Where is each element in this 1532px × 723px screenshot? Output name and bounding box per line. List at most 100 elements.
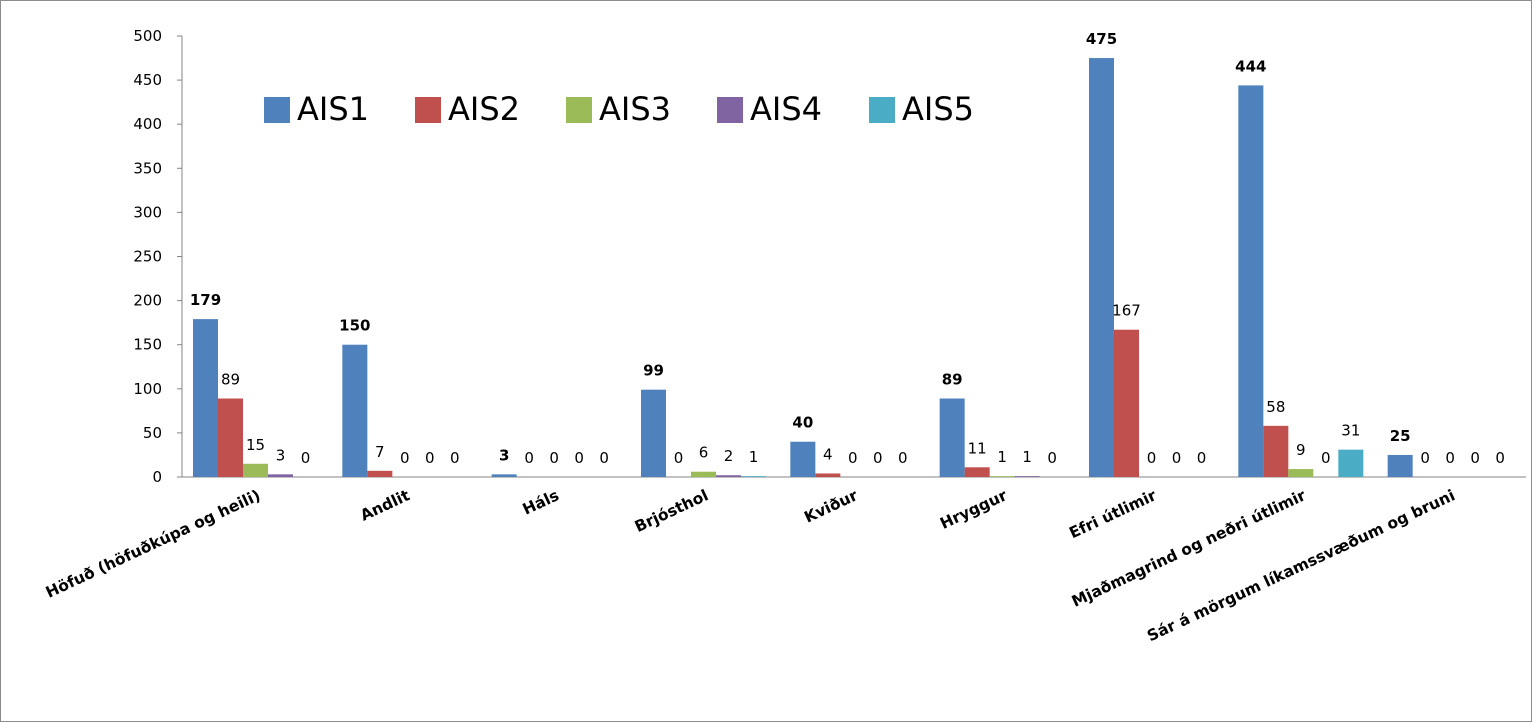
data-label: 0 xyxy=(1420,449,1430,467)
y-tick-label: 250 xyxy=(133,248,162,266)
bar-ais2 xyxy=(815,473,841,477)
data-label: 1 xyxy=(1022,448,1032,466)
data-label: 475 xyxy=(1086,30,1117,48)
data-label: 2 xyxy=(724,447,734,465)
y-tick-label: 450 xyxy=(133,71,162,89)
data-label: 1 xyxy=(997,448,1007,466)
bar-ais2 xyxy=(218,398,243,477)
data-label: 179 xyxy=(190,291,221,309)
data-label: 0 xyxy=(1172,449,1182,467)
data-label: 1 xyxy=(749,448,759,466)
bar-ais5 xyxy=(741,476,766,477)
y-axis-ticks: 0 50 100 150 200 250 300 350 400 450 500 xyxy=(133,27,182,486)
data-label: 9 xyxy=(1296,441,1306,459)
bar-ais1 xyxy=(790,441,816,477)
bar-ais4 xyxy=(716,475,741,477)
bar-ais3 xyxy=(989,476,1015,477)
category-label: Kviður xyxy=(801,486,860,526)
bar-ais2 xyxy=(1114,329,1139,477)
legend: AIS1 AIS2 AIS3 AIS4 AIS5 xyxy=(264,90,974,128)
data-label: 0 xyxy=(848,449,858,467)
bar-ais1 xyxy=(1238,85,1264,477)
y-tick-label: 0 xyxy=(152,468,162,486)
bar-ais1 xyxy=(193,319,218,477)
bar-ais1 xyxy=(491,474,517,477)
legend-swatch-ais1 xyxy=(264,97,290,123)
data-label: 0 xyxy=(1197,449,1207,467)
legend-label-ais1: AIS1 xyxy=(297,90,369,128)
bars xyxy=(193,58,1413,478)
data-label: 0 xyxy=(400,449,410,467)
bar-ais2 xyxy=(367,470,393,477)
bar-ais1 xyxy=(1089,58,1114,478)
data-label: 3 xyxy=(276,446,286,464)
data-label: 0 xyxy=(674,449,684,467)
category-labels: Höfuð (höfuðkúpa og heili) Andlit Háls Brjó… xyxy=(43,486,1458,645)
y-tick-label: 500 xyxy=(133,27,162,45)
data-label: 0 xyxy=(425,449,435,467)
data-label: 4 xyxy=(823,445,833,463)
axes xyxy=(181,36,1526,478)
data-label: 31 xyxy=(1341,422,1360,440)
data-label: 6 xyxy=(699,444,709,462)
data-label: 0 xyxy=(450,449,460,467)
data-label: 3 xyxy=(499,446,509,464)
legend-label-ais5: AIS5 xyxy=(902,90,974,128)
y-tick-label: 200 xyxy=(133,292,162,310)
bar-ais1 xyxy=(342,344,368,477)
bar-ais5 xyxy=(1338,449,1364,477)
category-label: Höfuð (höfuðkúpa og heili) xyxy=(43,486,263,601)
bar-ais2 xyxy=(964,467,990,477)
data-label: 0 xyxy=(549,449,559,467)
category-label: Brjósthol xyxy=(632,486,711,536)
data-label: 58 xyxy=(1266,398,1285,416)
bar-ais3 xyxy=(243,463,268,477)
data-label: 25 xyxy=(1390,427,1411,445)
data-label: 0 xyxy=(873,449,883,467)
data-label: 89 xyxy=(221,371,240,389)
category-label: Sár á mörgum líkamssvæðum og bruni xyxy=(1144,486,1457,645)
legend-label-ais2: AIS2 xyxy=(448,90,520,128)
data-label: 0 xyxy=(1470,449,1480,467)
y-tick-label: 150 xyxy=(133,336,162,354)
data-label: 40 xyxy=(792,414,813,432)
legend-swatch-ais5 xyxy=(869,97,895,123)
data-label: 0 xyxy=(301,449,311,467)
y-tick-label: 400 xyxy=(133,115,162,133)
data-label: 0 xyxy=(1495,449,1505,467)
data-label: 0 xyxy=(1445,449,1455,467)
y-tick-label: 350 xyxy=(133,159,162,177)
data-label: 0 xyxy=(898,449,908,467)
bar-ais4 xyxy=(1014,476,1040,477)
data-label: 0 xyxy=(1047,449,1057,467)
data-label: 15 xyxy=(246,436,265,454)
category-label: Hryggur xyxy=(937,486,1010,533)
data-label: 99 xyxy=(643,362,664,380)
y-tick-label: 50 xyxy=(143,424,162,442)
bar-ais4 xyxy=(268,474,293,477)
bar-ais1 xyxy=(1387,454,1413,477)
category-label: Mjaðmagrind og neðri útlimir xyxy=(1069,486,1309,611)
bar-ais3 xyxy=(691,471,716,477)
data-label: 0 xyxy=(1147,449,1157,467)
legend-label-ais3: AIS3 xyxy=(599,90,671,128)
data-label: 0 xyxy=(599,449,609,467)
category-label: Efri útlimir xyxy=(1067,486,1160,542)
category-label: Háls xyxy=(520,486,562,518)
data-label: 7 xyxy=(375,443,385,461)
legend-swatch-ais4 xyxy=(717,97,743,123)
y-tick-label: 300 xyxy=(133,203,162,221)
legend-swatch-ais2 xyxy=(415,97,441,123)
data-label: 150 xyxy=(339,317,370,335)
bar-ais1 xyxy=(939,398,965,477)
legend-swatch-ais3 xyxy=(566,97,592,123)
data-label: 444 xyxy=(1235,57,1266,75)
data-label: 11 xyxy=(968,439,987,457)
data-label: 0 xyxy=(1321,449,1331,467)
bar-ais3 xyxy=(1288,469,1314,477)
y-tick-label: 100 xyxy=(133,380,162,398)
bar-ais2 xyxy=(1263,425,1289,477)
